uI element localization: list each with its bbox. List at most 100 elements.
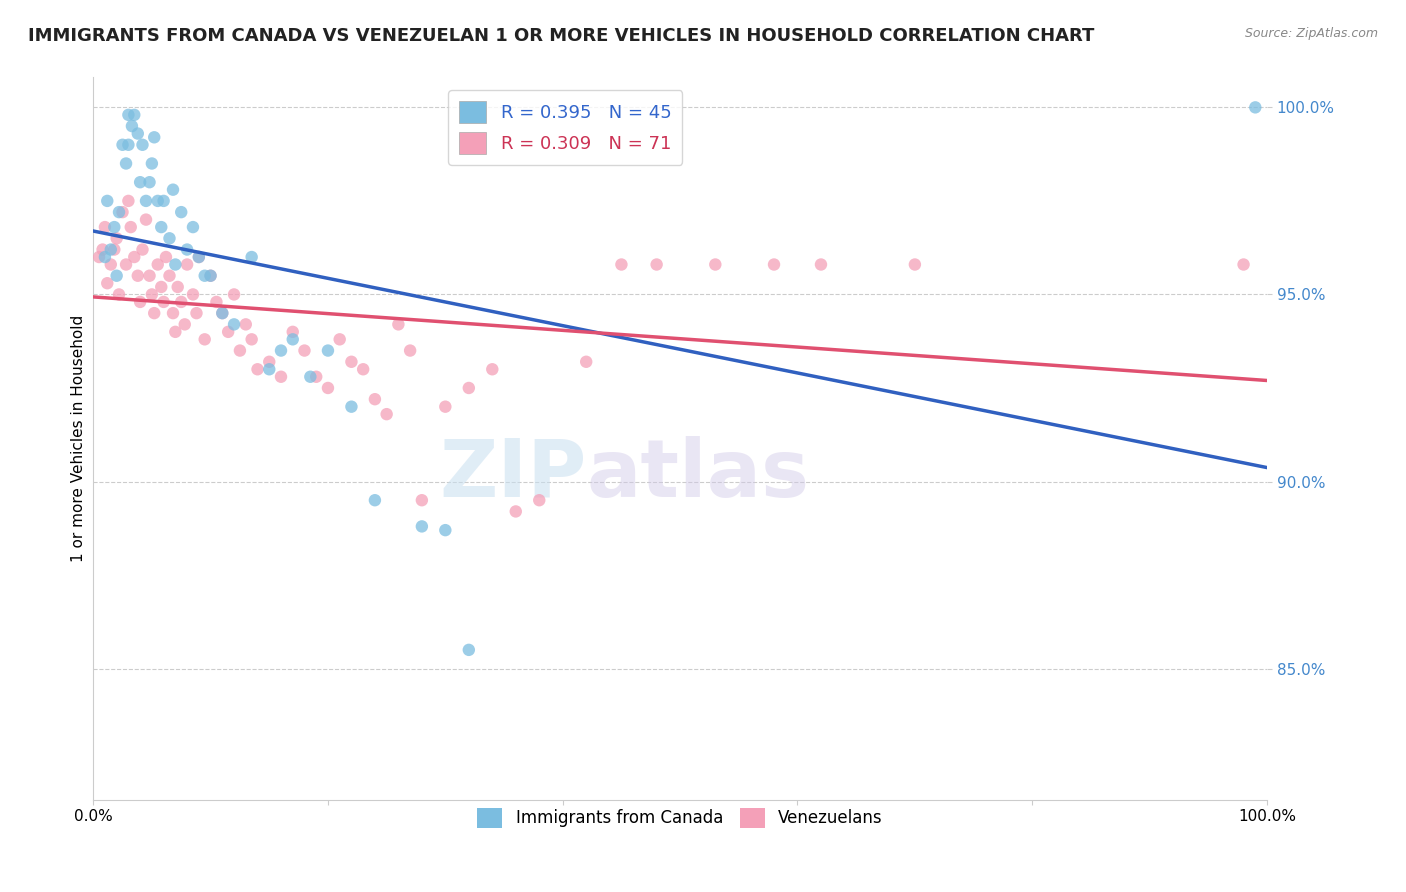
Point [143, 130, 166, 145]
Point [505, 504, 527, 518]
Point [281, 325, 304, 339]
Point [159, 231, 181, 245]
Point [399, 343, 422, 358]
Point [108, 205, 131, 219]
Point [235, 318, 257, 332]
Point [340, 355, 363, 369]
Point [187, 250, 209, 264]
Point [610, 258, 633, 272]
Point [117, 137, 139, 152]
Point [240, 332, 263, 346]
Point [122, 250, 145, 264]
Point [122, 108, 145, 122]
Point [281, 332, 304, 346]
Point [152, 194, 174, 208]
Point [162, 306, 184, 320]
Point [316, 343, 339, 358]
Point [270, 343, 292, 358]
Point [457, 643, 479, 657]
Point [704, 258, 727, 272]
Point [181, 287, 204, 301]
Point [150, 280, 173, 294]
Point [155, 250, 177, 264]
Point [457, 381, 479, 395]
Point [170, 294, 193, 309]
Point [575, 355, 598, 369]
Point [352, 362, 374, 376]
Point [165, 258, 187, 272]
Point [91, 243, 114, 257]
Point [176, 258, 198, 272]
Point [434, 523, 457, 537]
Point [103, 220, 125, 235]
Point [96, 194, 118, 208]
Point [222, 287, 245, 301]
Point [87, 250, 110, 264]
Point [364, 493, 387, 508]
Text: IMMIGRANTS FROM CANADA VS VENEZUELAN 1 OR MORE VEHICLES IN HOUSEHOLD CORRELATION: IMMIGRANTS FROM CANADA VS VENEZUELAN 1 O… [28, 27, 1094, 45]
Point [259, 362, 281, 376]
Point [364, 392, 387, 407]
Point [96, 277, 118, 291]
Point [141, 287, 163, 301]
Point [200, 268, 222, 283]
Point [329, 332, 352, 346]
Point [115, 156, 138, 170]
Point [305, 369, 328, 384]
Point [138, 175, 160, 189]
Y-axis label: 1 or more Vehicles in Household: 1 or more Vehicles in Household [72, 315, 86, 562]
Point [194, 332, 217, 346]
Point [217, 325, 239, 339]
Point [138, 268, 160, 283]
Point [763, 258, 786, 272]
Point [117, 194, 139, 208]
Point [246, 362, 269, 376]
Point [173, 318, 195, 332]
Point [105, 231, 128, 245]
Point [904, 258, 927, 272]
Point [222, 318, 245, 332]
Point [434, 400, 457, 414]
Point [111, 137, 134, 152]
Point [481, 362, 503, 376]
Point [143, 306, 166, 320]
Point [299, 369, 322, 384]
Point [205, 294, 228, 309]
Point [152, 294, 174, 309]
Point [200, 268, 222, 283]
Point [159, 268, 181, 283]
Point [211, 306, 233, 320]
Point [294, 343, 316, 358]
Point [270, 369, 292, 384]
Point [121, 119, 143, 133]
Point [135, 212, 157, 227]
Point [105, 268, 128, 283]
Point [1244, 100, 1267, 114]
Point [186, 306, 208, 320]
Point [94, 250, 117, 264]
Point [645, 258, 668, 272]
Point [141, 156, 163, 170]
Point [211, 306, 233, 320]
Point [259, 355, 281, 369]
Point [166, 280, 188, 294]
Point [146, 194, 169, 208]
Point [129, 175, 152, 189]
Point [129, 294, 152, 309]
Point [194, 268, 217, 283]
Legend: Immigrants from Canada, Venezuelans: Immigrants from Canada, Venezuelans [471, 801, 890, 835]
Point [181, 220, 204, 235]
Point [100, 243, 122, 257]
Point [387, 318, 409, 332]
Point [411, 519, 433, 533]
Point [375, 407, 398, 421]
Point [810, 258, 832, 272]
Point [100, 258, 122, 272]
Point [162, 183, 184, 197]
Point [229, 343, 252, 358]
Point [127, 268, 149, 283]
Point [1232, 258, 1254, 272]
Point [529, 493, 551, 508]
Point [135, 194, 157, 208]
Point [240, 250, 263, 264]
